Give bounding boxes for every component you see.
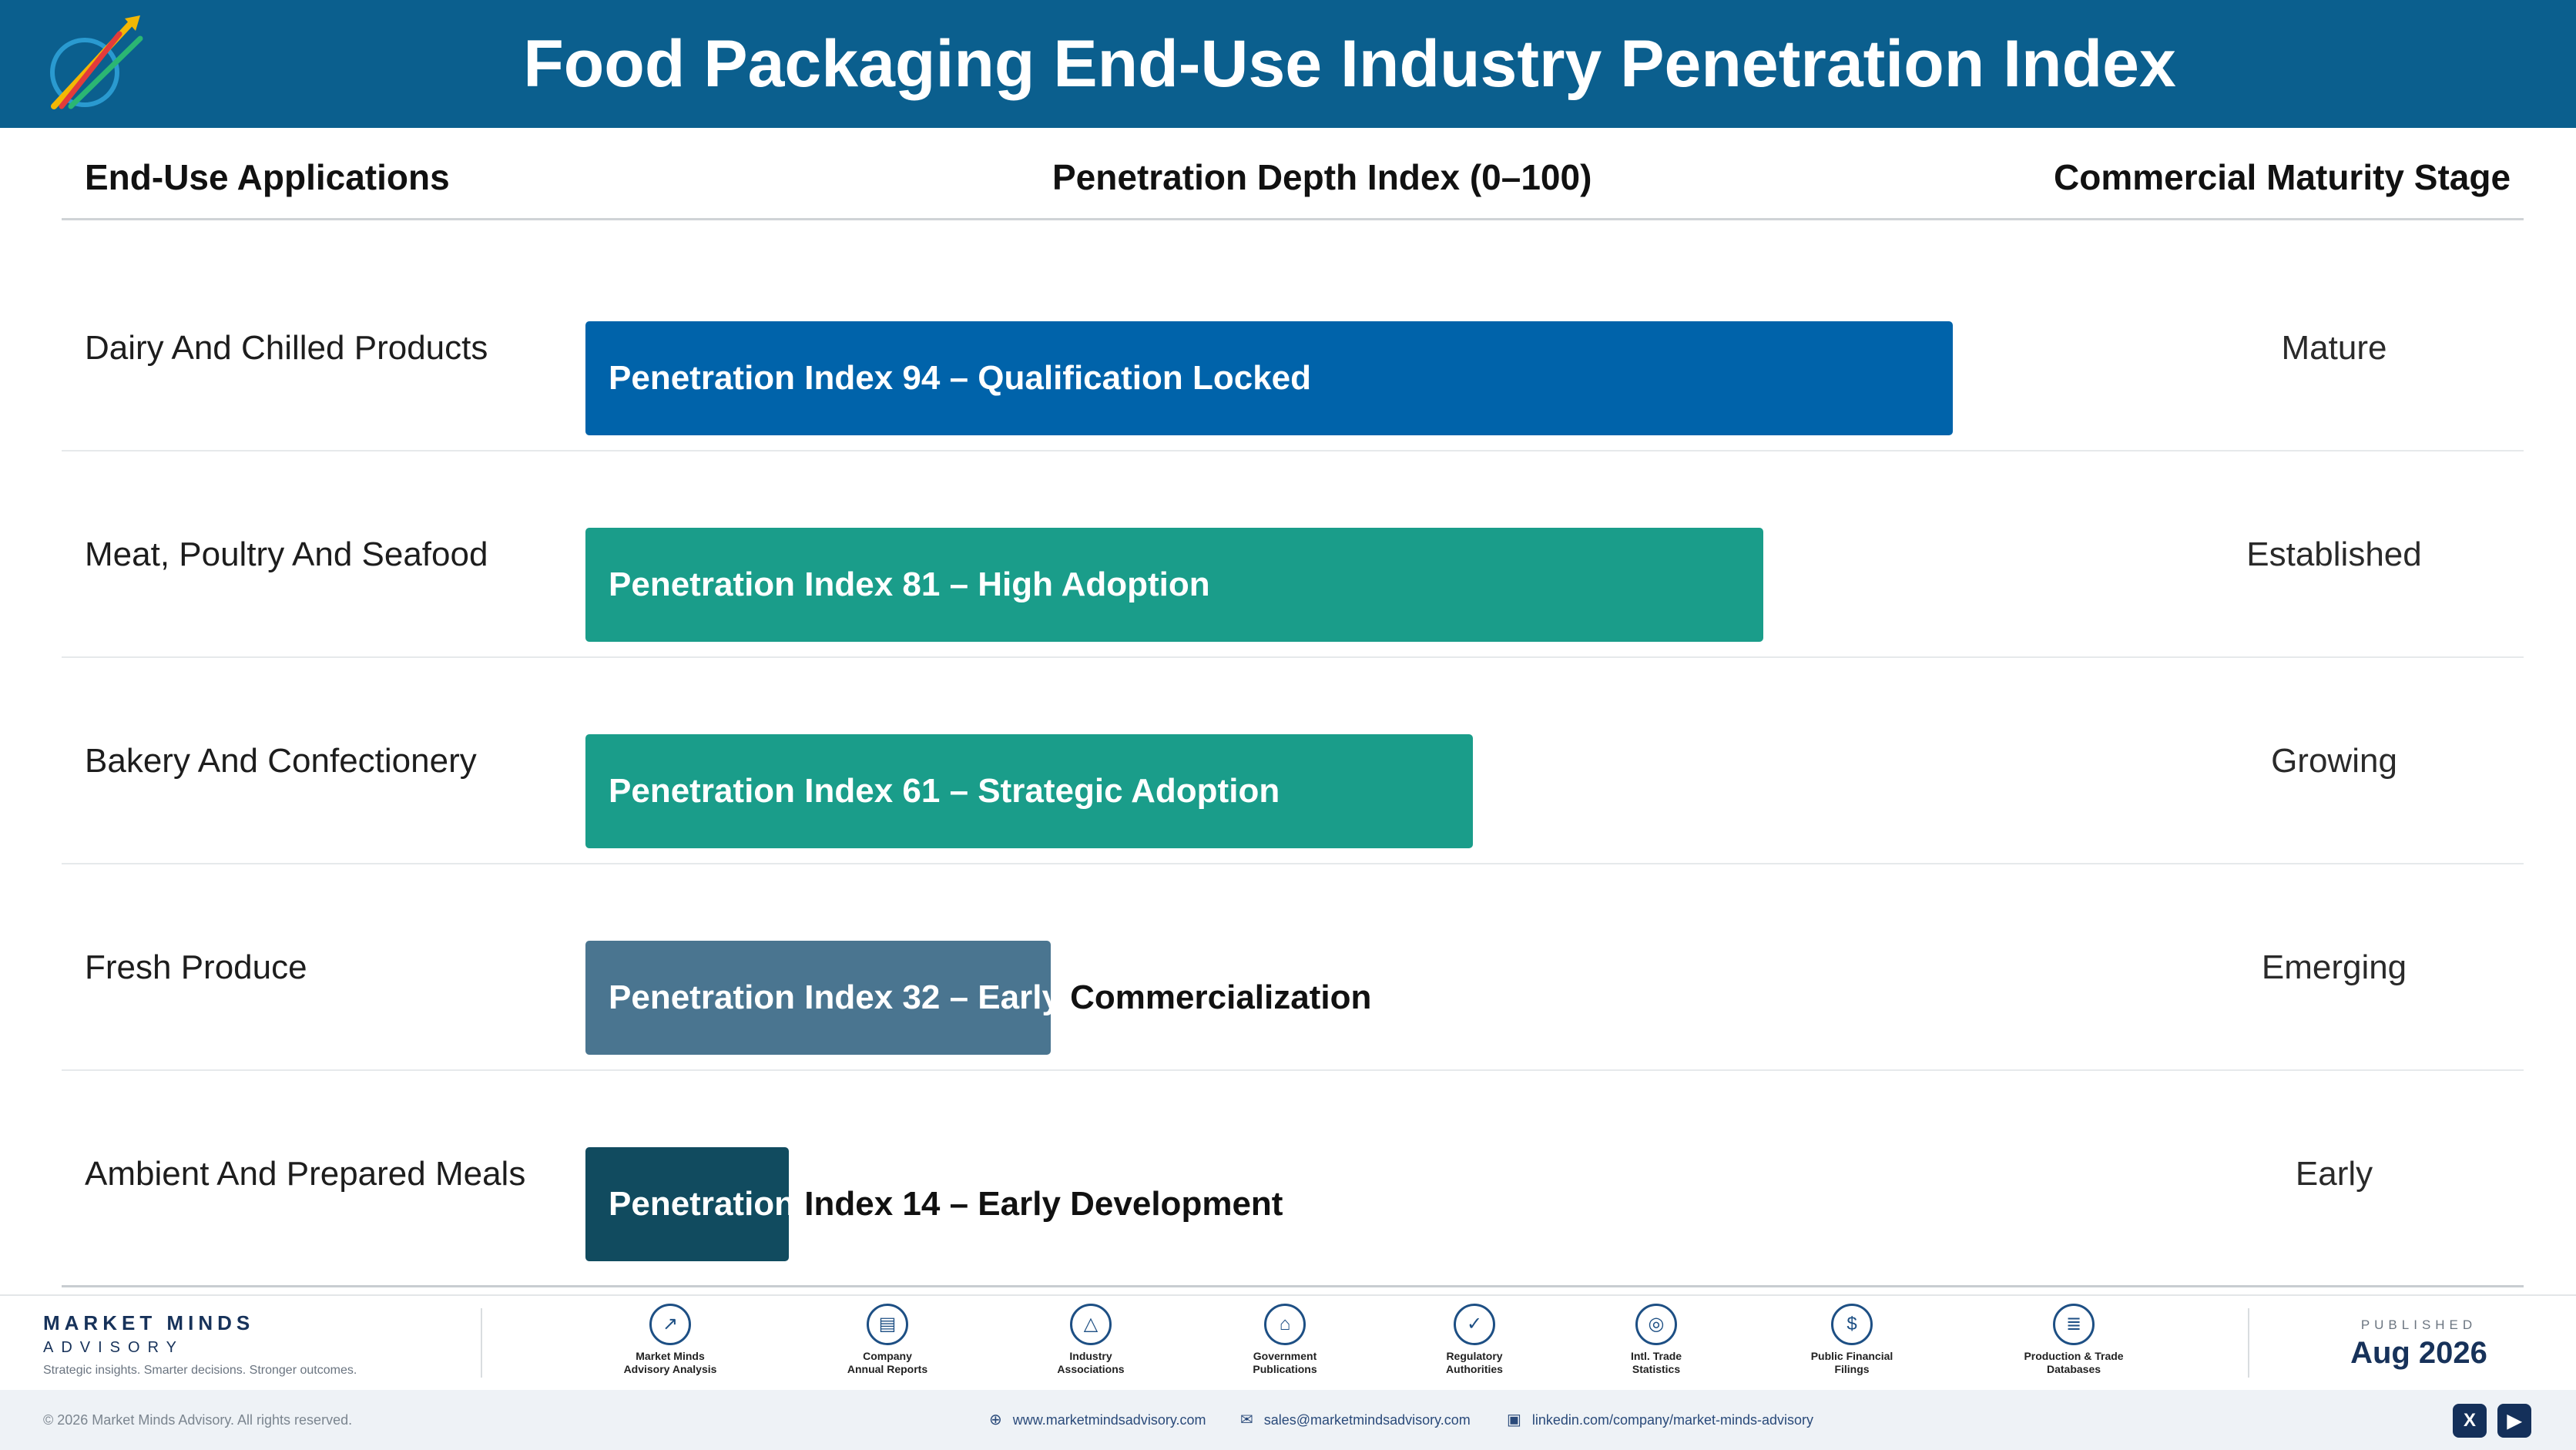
dollar-icon: $ [1831, 1304, 1873, 1345]
source-item: $ Public Financial Filings [1767, 1304, 1937, 1376]
source-label: Regulatory Authorities [1446, 1350, 1503, 1375]
source-item: ⌂ Government Publications [1200, 1304, 1370, 1376]
bottom-bar: © 2026 Market Minds Advisory. All rights… [0, 1390, 2576, 1450]
bar-label-inside: Penetration [609, 1185, 805, 1223]
bar-label-outside: Commercialization [1070, 978, 1372, 1016]
bar-label-inside: Penetration Index 81 – High Adoption [609, 566, 1210, 603]
database-icon: ≣ [2053, 1304, 2095, 1345]
linkedin-text: linkedin.com/company/market-minds-adviso… [1531, 1412, 1814, 1428]
column-header-stage: Commercial Maturity Stage [2054, 157, 2511, 197]
logo-icon [50, 15, 143, 109]
mail-icon: ✉ [1240, 1411, 1253, 1428]
category-label: Bakery And Confectionery [85, 742, 477, 780]
page-title: Food Packaging End-Use Industry Penetrat… [523, 27, 2176, 101]
category-label: Ambient And Prepared Meals [85, 1155, 526, 1193]
source-label: Public Financial Filings [1810, 1350, 1893, 1375]
x-social-button[interactable]: X [2453, 1404, 2487, 1438]
footer: MARKET MINDS ADVISORY Strategic insights… [0, 1294, 2576, 1388]
source-item: ▤ Company Annual Reports [803, 1304, 972, 1376]
maturity-stage: Emerging [2261, 948, 2407, 986]
bar-label-inside: Penetration Index 61 – Strategic Adoptio… [609, 772, 1280, 810]
building-icon: ⌂ [1264, 1304, 1306, 1345]
source-label: Production & Trade Databases [2024, 1350, 2124, 1375]
bar [585, 1147, 789, 1261]
header-divider [62, 218, 2524, 220]
chart-row: Dairy And Chilled Products Penetration In… [62, 245, 2524, 451]
maturity-stage: Established [2246, 535, 2422, 573]
chart-row: Meat, Poultry And Seafood Penetration Ind… [62, 451, 2524, 658]
published-date: Aug 2026 [2350, 1336, 2487, 1370]
footer-divider [2248, 1308, 2249, 1378]
globe-icon: ◎ [1635, 1304, 1677, 1345]
bar-label-inside: Penetration Index 32 – Early [609, 978, 1071, 1016]
email-text: sales@marketmindsadvisory.com [1263, 1412, 1471, 1428]
globe-icon: ⊕ [989, 1411, 1002, 1428]
table-bottom-divider [62, 1285, 2524, 1287]
source-item: ≣ Production & Trade Databases [1989, 1304, 2158, 1376]
brand-sub: ADVISORY [43, 1339, 184, 1356]
bar [585, 528, 1763, 642]
bar-data-label: Penetration Index 61 – Strategic Adoptio… [609, 734, 1280, 848]
source-item: △ Industry Associations [1006, 1304, 1176, 1376]
website-text: www.marketmindsadvisory.com [1012, 1412, 1206, 1428]
copyright: © 2026 Market Minds Advisory. All rights… [43, 1412, 353, 1428]
footer-divider [481, 1308, 482, 1378]
source-label: Industry Associations [1057, 1350, 1125, 1375]
source-item: ✓ Regulatory Authorities [1390, 1304, 1559, 1376]
bar-label-outside: Index 14 – Early Development [804, 1185, 1283, 1223]
youtube-social-button[interactable]: ▶ [2497, 1404, 2531, 1438]
bar [585, 734, 1473, 848]
network-icon: △ [1070, 1304, 1112, 1345]
header-bar: Food Packaging End-Use Industry Penetrat… [0, 0, 2576, 128]
bar-data-label: Penetration Index 94 – Qualification Loc… [609, 321, 1311, 435]
column-header-applications: End-Use Applications [85, 157, 450, 197]
chart-row: Bakery And Confectionery Penetration Inde… [62, 658, 2524, 864]
linkedin-icon: ▣ [1507, 1411, 1521, 1428]
source-label: Intl. Trade Statistics [1630, 1350, 1682, 1375]
website-link[interactable]: ⊕ www.marketmindsadvisory.com [989, 1390, 1206, 1450]
linkedin-link[interactable]: ▣ linkedin.com/company/market-minds-advi… [1507, 1390, 1813, 1450]
bar-data-label: Penetration Index 32 – Early Commerciali… [609, 941, 1371, 1055]
row-divider [62, 450, 2524, 451]
row-divider [62, 656, 2524, 658]
trend-icon: ↗ [649, 1304, 691, 1345]
shield-icon: ✓ [1454, 1304, 1495, 1345]
source-label: Market Minds Advisory Analysis [623, 1350, 717, 1375]
source-label: Government Publications [1253, 1350, 1317, 1375]
chart-row: Fresh Produce Penetration Index 32 – Earl… [62, 864, 2524, 1071]
bar [585, 321, 1953, 435]
source-item: ◎ Intl. Trade Statistics [1571, 1304, 1741, 1376]
column-header-index: Penetration Depth Index (0–100) [1052, 157, 1592, 197]
source-item: ↗ Market Minds Advisory Analysis [585, 1304, 755, 1376]
brand-tagline: Strategic insights. Smarter decisions. S… [43, 1364, 357, 1377]
row-divider [62, 863, 2524, 864]
maturity-stage: Growing [2271, 742, 2397, 780]
category-label: Dairy And Chilled Products [85, 329, 488, 367]
bar-data-label: Penetration Index 14 – Early Development [609, 1147, 1283, 1261]
brand-name: MARKET MINDS [43, 1311, 255, 1334]
category-label: Fresh Produce [85, 948, 307, 986]
email-link[interactable]: ✉ sales@marketmindsadvisory.com [1240, 1390, 1471, 1450]
bar [585, 941, 1051, 1055]
maturity-stage: Early [2295, 1155, 2373, 1193]
maturity-stage: Mature [2281, 329, 2387, 367]
bar-data-label: Penetration Index 81 – High Adoption [609, 528, 1210, 642]
chart-row: Ambient And Prepared Meals Penetration In… [62, 1071, 2524, 1277]
row-divider [62, 1069, 2524, 1071]
bar-label-inside: Penetration Index 94 – Qualification Loc… [609, 359, 1312, 397]
category-label: Meat, Poultry And Seafood [85, 535, 488, 573]
source-label: Company Annual Reports [847, 1350, 928, 1375]
published-label: PUBLISHED [2360, 1317, 2477, 1332]
document-icon: ▤ [867, 1304, 908, 1345]
